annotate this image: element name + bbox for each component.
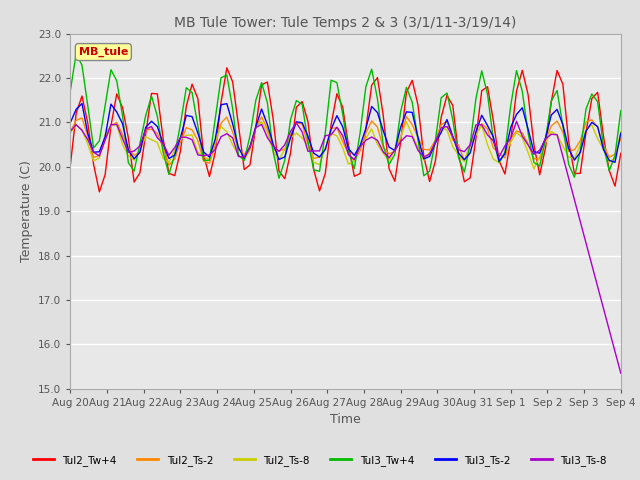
Y-axis label: Temperature (C): Temperature (C): [20, 160, 33, 262]
Text: MB_tule: MB_tule: [79, 47, 128, 57]
Title: MB Tule Tower: Tule Temps 2 & 3 (3/1/11-3/19/14): MB Tule Tower: Tule Temps 2 & 3 (3/1/11-…: [175, 16, 516, 30]
X-axis label: Time: Time: [330, 413, 361, 426]
Legend: Tul2_Tw+4, Tul2_Ts-2, Tul2_Ts-8, Tul3_Tw+4, Tul3_Ts-2, Tul3_Ts-8: Tul2_Tw+4, Tul2_Ts-2, Tul2_Ts-8, Tul3_Tw…: [29, 451, 611, 470]
